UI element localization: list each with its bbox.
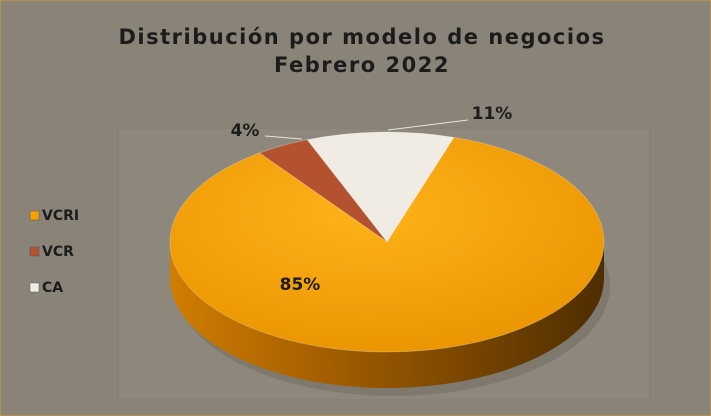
pie-side (170, 242, 604, 388)
legend-swatch (29, 282, 40, 293)
chart-title: Distribución por modelo de negocios (119, 25, 606, 49)
legend-label: VCRI (42, 208, 79, 224)
leader-line (264, 135, 303, 140)
pie-slice (258, 139, 388, 243)
pie-slice (169, 137, 605, 353)
legend-swatch (29, 246, 40, 257)
value-label: 11% (472, 104, 513, 124)
pie-slice (306, 131, 455, 243)
legend-label: CA (42, 280, 63, 296)
leader-line (387, 119, 469, 131)
chart-subtitle: Febrero 2022 (274, 53, 450, 77)
value-label: 4% (231, 121, 260, 141)
legend-swatch (29, 210, 40, 221)
labels: 85% 4% 11% VCRI VCR CA (29, 104, 513, 296)
legend-label: VCR (42, 244, 74, 260)
pie (169, 131, 610, 396)
value-label: 85% (280, 275, 321, 295)
